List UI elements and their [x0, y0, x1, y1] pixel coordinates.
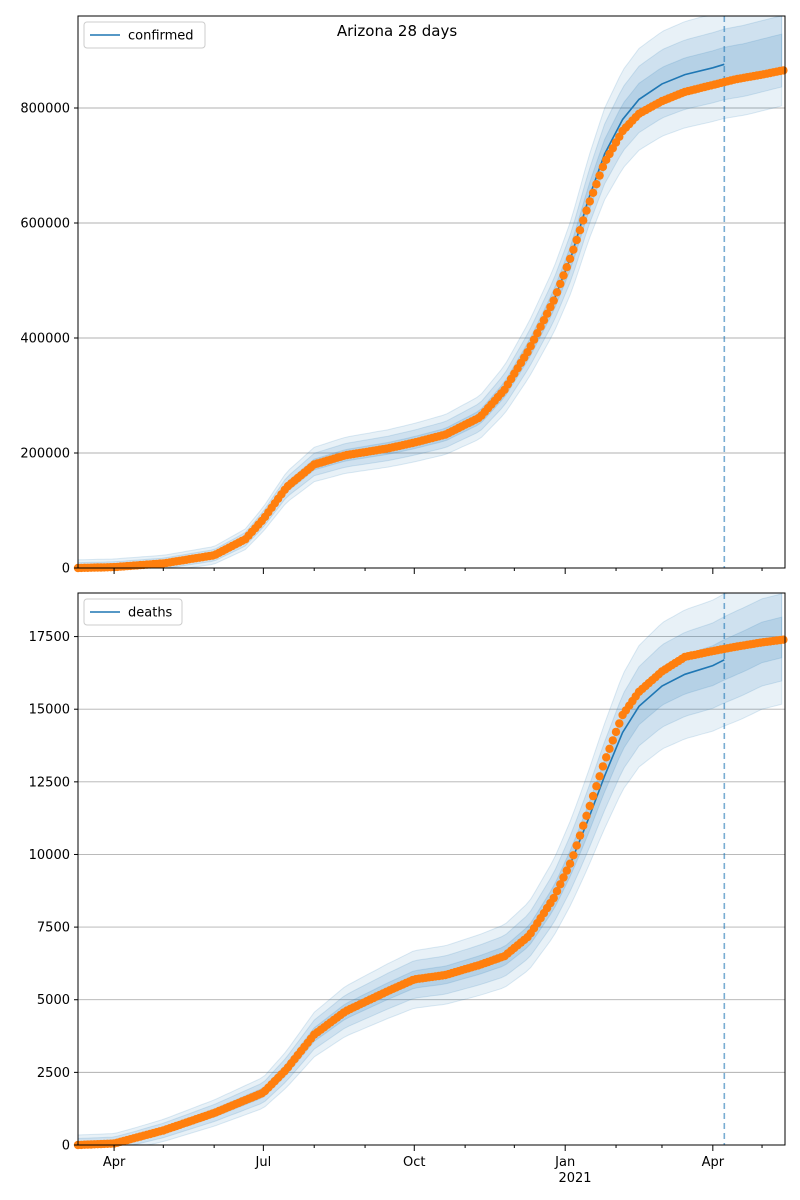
deaths-y-ticks: 0 2500 5000 7500 10000 12500 15000 17500: [29, 630, 78, 1154]
observed-point: [546, 302, 555, 312]
observed-point: [536, 322, 545, 331]
deaths-legend-box: [83, 598, 183, 626]
confirmed-legend-box: [83, 21, 206, 49]
observed-point: [559, 873, 568, 882]
observed-point: [585, 197, 594, 206]
observed-point: [556, 880, 565, 889]
observed-point: [615, 719, 624, 728]
observed-point: [582, 206, 591, 215]
observed-point: [598, 162, 608, 172]
observed-point: [595, 772, 604, 781]
y-tick-label: 800000: [20, 102, 70, 117]
observed-point: [572, 235, 581, 245]
observed-point: [579, 821, 588, 830]
deaths-axes-frame: [77, 592, 786, 1146]
deaths-gridlines: [78, 636, 785, 1073]
x-tick-label: Apr: [103, 1155, 126, 1170]
observed-point: [533, 329, 542, 338]
x-tick-label: Jul: [255, 1155, 272, 1170]
observed-point: [552, 887, 562, 896]
x-tick-label: Jan: [554, 1155, 575, 1170]
observed-point: [542, 309, 552, 318]
observed-point: [539, 316, 549, 325]
observed-point: [556, 279, 565, 289]
y-tick-label: 200000: [20, 447, 70, 462]
y-tick-label: 0: [62, 562, 70, 577]
observed-point: [569, 245, 578, 254]
confirmed-gridlines: [78, 107, 785, 454]
deaths-panel: 0 2500 5000 7500 10000 12500 15000 17500 Apr Jul…: [29, 592, 788, 1170]
observed-point: [602, 753, 611, 762]
observed-point: [611, 727, 621, 737]
observed-point: [559, 271, 568, 280]
observed-point: [562, 263, 571, 272]
observed-point: [575, 226, 585, 235]
observed-point: [526, 342, 535, 351]
observed-point: [575, 831, 585, 840]
confirmed-legend: confirmed: [83, 21, 206, 49]
observed-point: [572, 841, 581, 850]
y-tick-label: 10000: [29, 848, 70, 863]
observed-point: [608, 736, 617, 745]
y-tick-label: 0: [62, 1139, 70, 1154]
observed-point: [562, 866, 571, 875]
x-tick-label: Oct: [403, 1155, 425, 1170]
observed-point: [529, 335, 539, 344]
observed-point: [549, 893, 558, 903]
x-tick-label: Apr: [702, 1155, 725, 1170]
confirmed-axes-frame: [77, 15, 786, 569]
observed-point: [565, 859, 575, 868]
confirmed-x-ticks: [113, 568, 763, 574]
y-tick-label: 15000: [29, 703, 70, 718]
observed-point: [582, 811, 591, 820]
deaths-legend: deaths: [83, 598, 183, 626]
observed-point: [552, 288, 562, 297]
observed-point: [549, 296, 558, 305]
observed-point: [598, 762, 608, 771]
observed-point: [592, 180, 601, 189]
deaths-legend-label: deaths: [128, 606, 173, 621]
observed-point: [779, 66, 788, 75]
y-tick-label: 600000: [20, 217, 70, 232]
uncertainty-band: [77, 592, 783, 1146]
uncertainty-band: [77, 616, 783, 1146]
observed-point: [595, 171, 604, 180]
observed-point: [579, 216, 588, 225]
figure-title: Arizona 28 days: [337, 22, 458, 40]
y-tick-label: 12500: [29, 775, 70, 790]
observed-point: [569, 851, 578, 860]
observed-point: [585, 801, 594, 811]
observed-point: [588, 188, 598, 197]
confirmed-y-ticks: 0 200000 400000 600000 800000: [20, 102, 78, 577]
y-tick-label: 2500: [37, 1066, 70, 1081]
confirmed-legend-label: confirmed: [128, 29, 194, 44]
y-tick-label: 5000: [37, 993, 70, 1008]
deaths-observed-series: [73, 635, 788, 1150]
observed-point: [565, 254, 575, 263]
observed-point: [592, 782, 601, 791]
y-tick-label: 7500: [37, 921, 70, 936]
observed-point: [779, 635, 788, 644]
observed-point: [605, 744, 614, 753]
y-tick-label: 17500: [29, 630, 70, 645]
observed-point: [588, 791, 598, 801]
x-axis-year-label: 2021: [558, 1171, 591, 1186]
y-tick-label: 400000: [20, 332, 70, 347]
confirmed-panel: 0 200000 400000 600000 800000 confirmed: [20, 15, 788, 577]
deaths-x-ticks: Apr Jul Oct Jan Apr: [103, 1145, 763, 1170]
